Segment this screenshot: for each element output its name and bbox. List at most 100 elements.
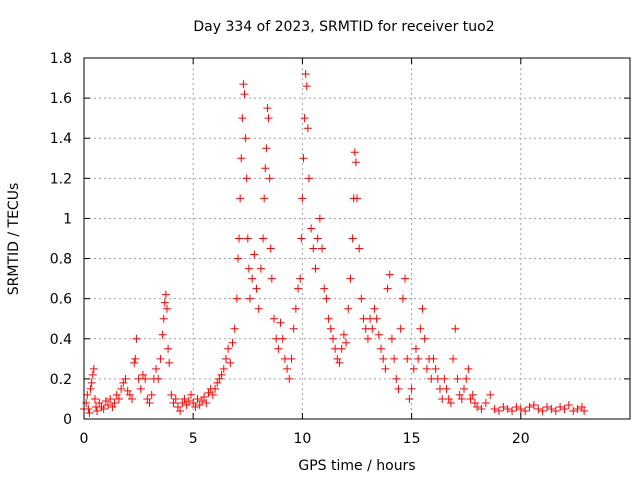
data-point [409,364,418,373]
data-point [132,334,141,343]
data-point [213,378,222,387]
data-point [346,274,355,283]
data-point [121,374,130,383]
data-point [243,234,252,243]
chart-title: Day 334 of 2023, SRMTID for receiver tuo… [193,19,494,35]
data-point [119,378,128,387]
data-point [143,394,152,403]
data-point [112,390,121,399]
data-point [477,404,486,413]
data-point [221,354,230,363]
data-point [136,384,145,393]
data-point [184,396,193,405]
data-point [158,330,167,339]
data-point [486,390,495,399]
data-point [337,344,346,353]
data-point [266,244,275,253]
data-point [481,398,490,407]
y-tick-label: 0.8 [50,252,72,268]
data-point [516,404,525,413]
data-point [405,394,414,403]
data-point [569,406,578,415]
data-point [444,394,453,403]
data-point [267,274,276,283]
data-point [261,164,270,173]
data-point [564,400,573,409]
data-point [99,404,108,413]
data-point [512,402,521,411]
data-point [299,154,308,163]
data-point [339,330,348,339]
data-point [237,154,246,163]
data-point [379,354,388,363]
data-point [101,396,110,405]
data-point [154,374,163,383]
data-point [529,400,538,409]
data-point [401,274,410,283]
x-tick-label: 0 [80,431,89,447]
data-point [128,394,137,403]
data-point [219,364,228,373]
x-axis-label: GPS time / hours [298,458,415,474]
data-point [309,244,318,253]
data-point [169,398,178,407]
data-point [385,270,394,279]
data-point [97,402,106,411]
data-point [301,70,310,79]
data-point [368,324,377,333]
data-point [114,394,123,403]
data-point [195,400,204,409]
data-point [363,334,372,343]
data-point [84,404,93,413]
data-point [171,394,180,403]
data-point [173,402,182,411]
data-point [294,284,303,293]
data-point [180,394,189,403]
data-point [147,390,156,399]
data-point [204,388,213,397]
data-point [333,354,342,363]
data-point [398,294,407,303]
data-point [197,396,206,405]
data-point [176,406,185,415]
y-axis-label: SRMTID / TECUs [6,183,22,296]
data-point [254,304,263,313]
data-point [580,406,589,415]
data-point [236,194,245,203]
data-point [263,104,272,113]
data-point [141,374,150,383]
data-point [167,390,176,399]
data-point [138,370,147,379]
data-point [260,194,269,203]
data-point [418,304,427,313]
data-point [87,378,96,387]
grid-lines [84,58,630,419]
data-point [283,364,292,373]
data-point [193,394,202,403]
data-point [289,324,298,333]
data-point [429,354,438,363]
data-point [449,354,458,363]
data-point [396,324,405,333]
data-point [370,304,379,313]
data-point [241,134,250,143]
data-point [335,358,344,367]
data-point [556,402,565,411]
data-point [315,214,324,223]
data-point [538,406,547,415]
data-point [416,324,425,333]
data-point [303,124,312,133]
y-tick-label: 1.4 [50,131,72,147]
data-point [470,398,479,407]
data-point [466,394,475,403]
data-point [106,394,115,403]
y-tick-label: 0.6 [50,292,72,308]
data-point [83,390,92,399]
data-point [123,386,132,395]
data-point [296,274,305,283]
data-point [560,404,569,413]
data-point [276,318,285,327]
data-point [165,358,174,367]
data-point [208,390,217,399]
